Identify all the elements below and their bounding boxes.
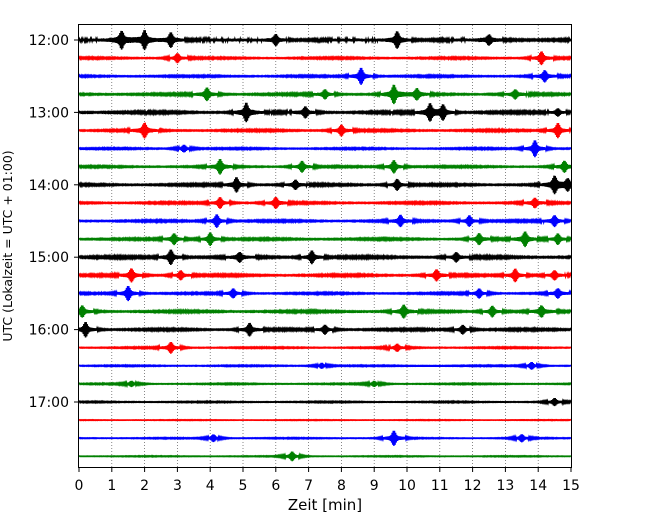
trace-1615: [78, 341, 572, 354]
x-tick-label: 8: [337, 478, 346, 494]
y-tick-label: 12:00: [29, 33, 69, 49]
x-axis-ticks: 0 1 2 3 4 5 6 7 8 9 10 11 12 13 14 15: [75, 467, 580, 494]
trace-1330: [78, 140, 572, 158]
trace-1730: [78, 430, 572, 446]
y-axis-label: UTC (Lokalzeit = UTC + 01:00): [0, 150, 15, 341]
trace-1745: [78, 451, 572, 462]
y-axis-ticks: 12:00 13:00 14:00 15:00 16:00 17:00: [29, 33, 79, 411]
trace-1545: [78, 304, 572, 319]
trace-1530: [78, 286, 572, 302]
seismic-traces: [78, 30, 572, 462]
trace-1630: [78, 361, 572, 370]
y-tick-label: 16:00: [29, 323, 69, 339]
x-tick-label: 9: [370, 478, 379, 494]
x-tick-label: 11: [431, 478, 449, 494]
trace-1245: [78, 84, 572, 105]
x-tick-label: 6: [271, 478, 280, 494]
trace-1430: [78, 214, 572, 228]
y-tick-label: 13:00: [29, 105, 69, 121]
x-tick-label: 15: [562, 478, 580, 494]
x-tick-label: 12: [464, 478, 482, 494]
trace-1415: [78, 197, 572, 209]
x-tick-label: 5: [239, 478, 248, 494]
trace-1500: [78, 249, 572, 265]
trace-1700: [78, 397, 572, 407]
trace-1215: [78, 51, 572, 66]
x-tick-label: 14: [529, 478, 547, 494]
x-tick-label: 7: [304, 478, 313, 494]
trace-1315: [78, 122, 572, 139]
trace-1400: [78, 175, 572, 195]
x-tick-label: 4: [206, 478, 215, 494]
x-tick-label: 1: [107, 478, 116, 494]
trace-1230: [78, 67, 572, 85]
x-tick-label: 13: [496, 478, 514, 494]
trace-1445: [78, 231, 572, 248]
plot-area-frame: [78, 24, 572, 468]
x-axis-label: Zeit [min]: [288, 496, 362, 514]
trace-1300: [78, 102, 572, 123]
trace-1515: [78, 268, 572, 283]
y-tick-label: 15:00: [29, 250, 69, 266]
y-tick-label: 14:00: [29, 178, 69, 194]
x-tick-label: 10: [398, 478, 416, 494]
x-tick-label: 3: [173, 478, 182, 494]
x-tick-label: 2: [140, 478, 149, 494]
trace-1645: [78, 379, 572, 389]
trace-1715: [78, 418, 572, 422]
trace-1200: [78, 30, 572, 51]
y-tick-label: 17:00: [29, 395, 69, 411]
trace-1345: [78, 159, 572, 175]
x-tick-label: 0: [75, 478, 84, 494]
trace-1600: [78, 321, 572, 338]
